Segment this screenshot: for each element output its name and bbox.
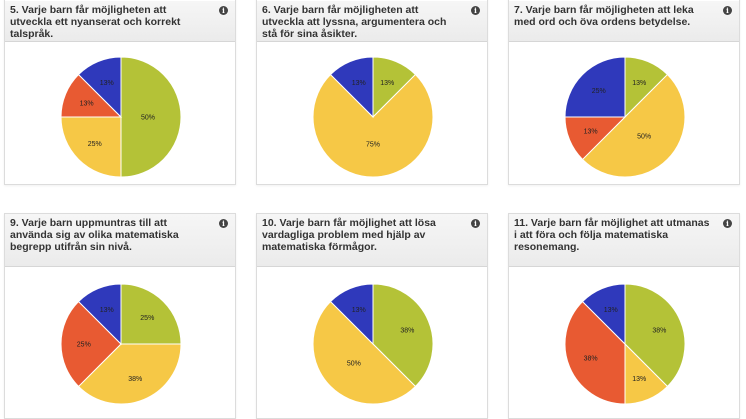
slice-label: 50% — [141, 115, 155, 122]
card-header: 11. Varje barn får möjlighet att utmanas… — [509, 214, 739, 267]
slice-label: 75% — [366, 142, 380, 149]
pie-slice[interactable] — [77, 283, 122, 346]
pie-slice[interactable] — [564, 56, 626, 118]
chart-title: 5. Varje barn får möjligheten att utveck… — [10, 4, 181, 40]
card-header: 5. Varje barn får möjligheten att utveck… — [5, 1, 235, 42]
pie-slice[interactable] — [329, 56, 374, 119]
pie-chart: 13% 50% 13% 25% — [564, 56, 686, 178]
slice-label: 38% — [652, 327, 666, 334]
pie-chart: 38% 13% 38% 13% — [564, 283, 686, 405]
chart-title: 6. Varje barn får möjligheten att utveck… — [262, 4, 447, 40]
slice-label: 13% — [632, 80, 646, 87]
slice-label: 38% — [128, 376, 142, 383]
pie-chart: 38% 50% 13% — [312, 283, 434, 405]
slice-label: 50% — [347, 361, 361, 368]
slice-label: 13% — [352, 307, 366, 314]
slice-label: 25% — [88, 141, 102, 148]
chart-card-q10: 10. Varje barn får möjlighet att lösa va… — [256, 213, 488, 419]
chart-card-q7: 7. Varje barn får möjligheten att leka m… — [508, 0, 740, 185]
info-icon[interactable]: i — [219, 219, 228, 228]
slice-label: 13% — [380, 80, 394, 87]
pie-slice[interactable] — [312, 300, 417, 405]
pie-slice[interactable] — [120, 283, 182, 345]
info-icon[interactable]: i — [723, 219, 732, 228]
info-icon[interactable]: i — [219, 6, 228, 15]
slice-label: 38% — [400, 327, 414, 334]
info-icon[interactable]: i — [723, 6, 732, 15]
pie-slice[interactable] — [312, 73, 434, 178]
chart-title: 11. Varje barn får möjlighet att utmanas… — [514, 217, 710, 253]
chart-title: 10. Varje barn får möjlighet att lösa va… — [262, 217, 436, 253]
pie-slice[interactable] — [120, 56, 182, 178]
chart-title: 7. Varje barn får möjligheten att leka m… — [514, 4, 694, 28]
slice-label: 13% — [100, 307, 114, 314]
pie-slice[interactable] — [581, 73, 686, 178]
chart-title: 9. Varje barn uppmuntras till att använd… — [10, 217, 179, 253]
slice-label: 25% — [592, 88, 606, 95]
slice-label: 25% — [77, 342, 91, 349]
pie-chart: 13% 75% 13% — [312, 56, 434, 178]
slice-label: 38% — [584, 356, 598, 363]
pie-slice[interactable] — [581, 283, 626, 346]
info-icon[interactable]: i — [471, 219, 480, 228]
card-header: 9. Varje barn uppmuntras till att använd… — [5, 214, 235, 267]
slice-label: 13% — [100, 80, 114, 87]
card-header: 6. Varje barn får möjligheten att utveck… — [257, 1, 487, 42]
card-header: 7. Varje barn får möjligheten att leka m… — [509, 1, 739, 42]
pie-slice[interactable] — [329, 283, 374, 346]
card-header: 10. Varje barn får möjlighet att lösa va… — [257, 214, 487, 267]
pie-slice[interactable] — [564, 300, 626, 405]
chart-card-q11: 11. Varje barn får möjlighet att utmanas… — [508, 213, 740, 419]
slice-label: 13% — [80, 100, 94, 107]
pie-chart: 25% 38% 25% 13% — [60, 283, 182, 405]
chart-card-q9: 9. Varje barn uppmuntras till att använd… — [4, 213, 236, 419]
slice-label: 13% — [352, 80, 366, 87]
slice-label: 13% — [584, 129, 598, 136]
pie-slice[interactable] — [77, 56, 122, 119]
chart-card-q6: 6. Varje barn får möjligheten att utveck… — [256, 0, 488, 185]
slice-label: 13% — [632, 376, 646, 383]
chart-card-q5: 5. Varje barn får möjligheten att utveck… — [4, 0, 236, 185]
slice-label: 25% — [140, 315, 154, 322]
pie-slice[interactable] — [60, 300, 122, 388]
pie-slice[interactable] — [624, 283, 686, 388]
slice-label: 50% — [637, 134, 651, 141]
pie-slice[interactable] — [372, 283, 434, 388]
slice-label: 13% — [604, 307, 618, 314]
pie-chart: 50% 25% 13% 13% — [60, 56, 182, 178]
pie-slice[interactable] — [77, 343, 182, 405]
info-icon[interactable]: i — [471, 6, 480, 15]
pie-slice[interactable] — [60, 116, 122, 178]
